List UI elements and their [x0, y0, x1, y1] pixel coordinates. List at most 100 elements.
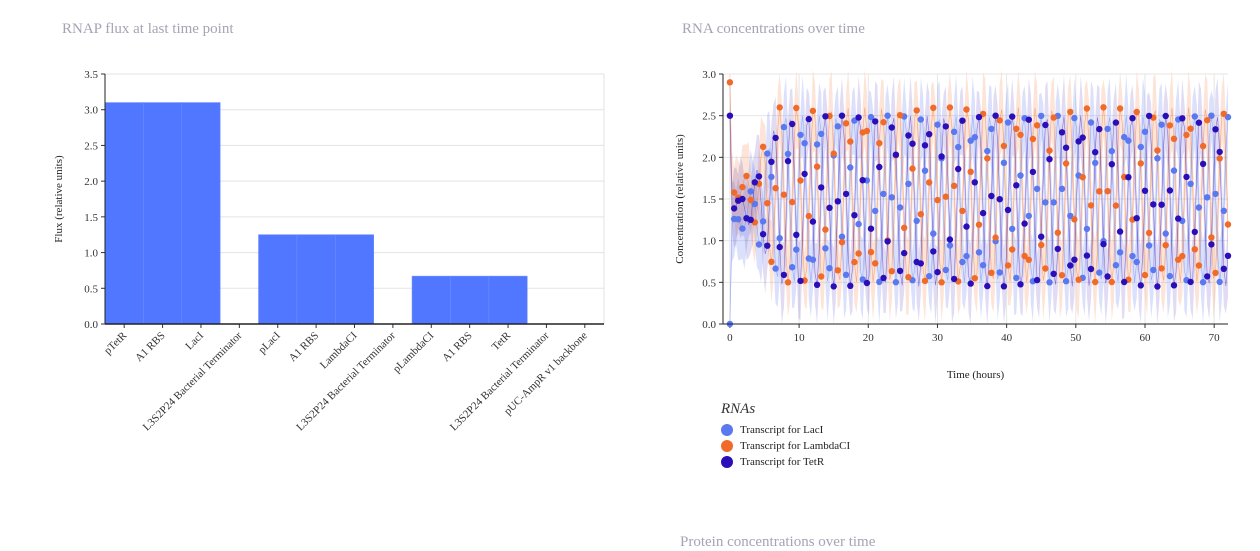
x-tick-label: TetR	[490, 329, 514, 353]
y-tick-label: 3.5	[84, 69, 98, 81]
data-point	[1150, 266, 1157, 274]
data-point	[1021, 252, 1028, 260]
data-point	[1009, 246, 1016, 253]
data-point	[1075, 276, 1082, 283]
data-point	[797, 277, 804, 285]
data-point	[1166, 187, 1174, 194]
data-point	[979, 209, 987, 217]
data-point	[847, 164, 854, 171]
data-point	[1141, 187, 1149, 194]
data-point	[909, 140, 916, 147]
data-point	[1224, 221, 1232, 228]
data-point	[950, 182, 958, 189]
data-point	[867, 225, 875, 232]
data-point	[905, 132, 912, 139]
data-point	[909, 165, 916, 172]
data-point	[789, 198, 796, 206]
data-point	[776, 235, 783, 242]
data-point	[784, 150, 792, 158]
x-tick-label: A1 RBS	[133, 330, 168, 365]
data-point	[946, 242, 954, 249]
data-point	[1096, 188, 1103, 195]
y-tick-label: 1.0	[84, 248, 98, 260]
data-point	[1042, 265, 1049, 272]
data-point	[1179, 115, 1186, 122]
data-point	[768, 173, 775, 181]
data-point	[1021, 220, 1028, 227]
data-point	[913, 217, 920, 224]
data-point	[934, 196, 941, 204]
legend-item[interactable]: Transcript for LacI	[721, 422, 850, 438]
data-point	[1009, 113, 1016, 120]
bar-chart-title: RNAP flux at last time point	[62, 21, 234, 37]
data-point	[988, 192, 995, 200]
data-point	[1170, 135, 1178, 142]
data-point	[992, 112, 999, 119]
data-point	[768, 258, 775, 265]
data-point	[1208, 234, 1215, 241]
data-point	[926, 273, 933, 280]
data-point	[1079, 134, 1086, 141]
data-point	[1121, 133, 1128, 141]
bar	[488, 275, 528, 325]
data-point	[801, 140, 808, 147]
data-point	[1179, 252, 1186, 260]
data-point	[838, 239, 846, 246]
legend-item[interactable]: Transcript for LambdaCI	[721, 438, 850, 454]
data-point	[959, 258, 966, 266]
data-point	[1017, 131, 1024, 138]
legend-label: Transcript for LambdaCI	[740, 440, 851, 452]
data-point	[959, 117, 966, 124]
data-point	[772, 265, 779, 272]
data-point	[1137, 160, 1144, 167]
data-point	[1133, 108, 1140, 116]
data-point	[755, 241, 763, 248]
data-point	[984, 155, 991, 162]
data-point	[1096, 269, 1103, 276]
data-point	[1033, 185, 1041, 192]
data-point	[1158, 121, 1165, 128]
data-point	[1025, 116, 1032, 123]
data-point	[1054, 245, 1061, 253]
data-point	[1220, 110, 1227, 117]
data-point	[726, 79, 734, 86]
data-point	[1175, 215, 1182, 222]
legend-item[interactable]: Transcript for TetR	[721, 454, 850, 470]
data-point	[789, 264, 796, 271]
data-point	[801, 170, 808, 178]
x-tick-label: pLacI	[256, 329, 283, 356]
data-point	[1145, 242, 1153, 249]
x-tick-label: 20	[863, 332, 875, 344]
bar	[258, 234, 298, 325]
data-point	[963, 252, 970, 260]
data-point	[1204, 194, 1211, 201]
data-point	[984, 282, 991, 290]
data-point	[905, 274, 912, 281]
data-point	[1116, 228, 1124, 235]
data-point	[863, 127, 871, 135]
data-point	[747, 216, 754, 223]
x-tick-label: LacI	[183, 329, 206, 352]
data-point	[1038, 112, 1045, 120]
data-point	[1071, 114, 1078, 122]
data-point	[1191, 246, 1198, 253]
data-point	[1199, 279, 1207, 286]
data-point	[917, 260, 924, 267]
data-point	[1166, 272, 1174, 280]
data-point	[1033, 122, 1041, 129]
data-point	[876, 278, 883, 286]
data-point	[938, 153, 945, 160]
data-point	[851, 212, 858, 219]
data-point	[842, 190, 850, 198]
data-point	[1216, 278, 1223, 286]
x-tick-label: 60	[1139, 332, 1151, 344]
data-point	[872, 207, 879, 215]
data-point	[776, 243, 783, 251]
x-tick-label: 70	[1209, 332, 1221, 344]
data-point	[1104, 188, 1111, 195]
data-point	[1046, 147, 1053, 154]
data-point	[751, 200, 758, 208]
data-point	[1162, 230, 1169, 237]
data-point	[867, 248, 875, 256]
x-tick-label: 40	[1001, 332, 1013, 344]
